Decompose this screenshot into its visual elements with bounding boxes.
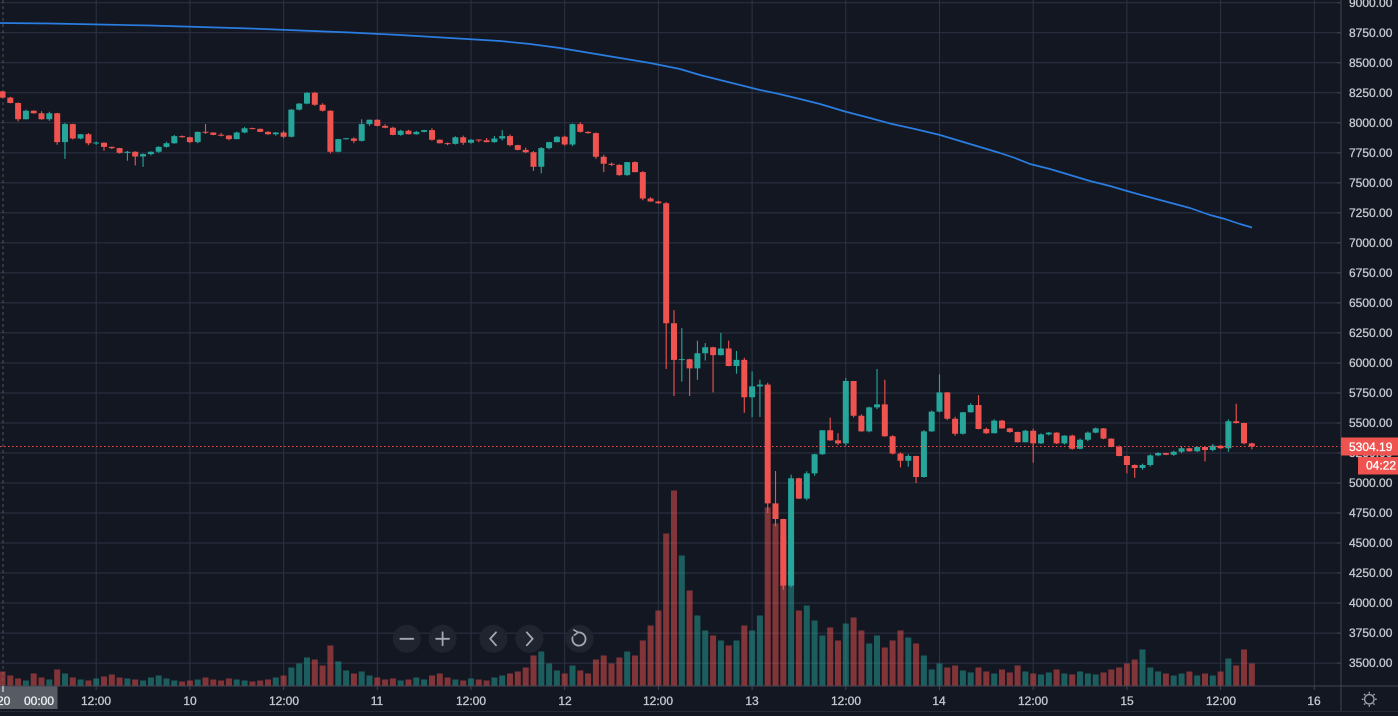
svg-text:12:00: 12:00: [1018, 694, 1048, 708]
svg-text:11: 11: [371, 694, 384, 708]
svg-text:7250.00: 7250.00: [1349, 206, 1393, 220]
svg-text:5304.19: 5304.19: [1349, 440, 1393, 454]
svg-text:7750.00: 7750.00: [1349, 146, 1393, 160]
svg-text:00:00: 00:00: [24, 694, 54, 708]
svg-text:8750.00: 8750.00: [1349, 26, 1393, 40]
svg-text:13: 13: [745, 694, 759, 708]
svg-text:12: 12: [558, 694, 572, 708]
svg-text:6750.00: 6750.00: [1349, 266, 1393, 280]
svg-text:3750.00: 3750.00: [1349, 626, 1393, 640]
svg-text:8000.00: 8000.00: [1349, 116, 1393, 130]
svg-text:4250.00: 4250.00: [1349, 566, 1393, 580]
svg-text:3500.00: 3500.00: [1349, 656, 1393, 670]
svg-text:7000.00: 7000.00: [1349, 236, 1393, 250]
svg-text:5000.00: 5000.00: [1349, 476, 1393, 490]
svg-text:4750.00: 4750.00: [1349, 506, 1393, 520]
svg-text:20: 20: [0, 694, 11, 708]
svg-text:8250.00: 8250.00: [1349, 86, 1393, 100]
svg-text:9000.00: 9000.00: [1349, 0, 1393, 10]
svg-text:14: 14: [932, 694, 946, 708]
svg-text:12:00: 12:00: [1206, 694, 1236, 708]
svg-text:12:00: 12:00: [81, 694, 111, 708]
svg-text:4500.00: 4500.00: [1349, 536, 1393, 550]
svg-text:6250.00: 6250.00: [1349, 326, 1393, 340]
svg-text:12:00: 12:00: [269, 694, 299, 708]
svg-text:5750.00: 5750.00: [1349, 386, 1393, 400]
svg-text:12:00: 12:00: [643, 694, 673, 708]
svg-text:7500.00: 7500.00: [1349, 176, 1393, 190]
svg-text:12:00: 12:00: [456, 694, 486, 708]
svg-text:8500.00: 8500.00: [1349, 56, 1393, 70]
svg-text:5500.00: 5500.00: [1349, 416, 1393, 430]
svg-text:4000.00: 4000.00: [1349, 596, 1393, 610]
svg-text:04:22: 04:22: [1366, 458, 1396, 472]
svg-text:15: 15: [1120, 694, 1134, 708]
svg-text:10: 10: [183, 694, 197, 708]
svg-text:16: 16: [1307, 694, 1321, 708]
svg-text:6000.00: 6000.00: [1349, 356, 1393, 370]
svg-text:12:00: 12:00: [831, 694, 861, 708]
svg-text:6500.00: 6500.00: [1349, 296, 1393, 310]
